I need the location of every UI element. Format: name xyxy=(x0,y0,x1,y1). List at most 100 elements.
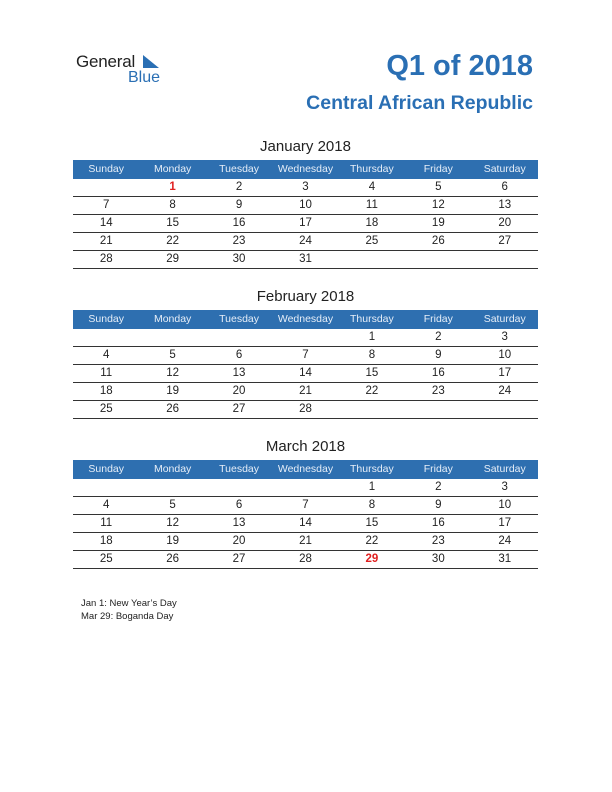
day-cell xyxy=(339,251,405,268)
week-row: 28 29 30 31 xyxy=(73,251,538,269)
day-cell: 19 xyxy=(431,217,445,229)
weekday-label: Friday xyxy=(423,313,453,325)
weekday-label: Saturday xyxy=(483,313,526,325)
day-cell: 18 xyxy=(99,535,113,547)
logo-triangle-icon xyxy=(143,55,159,68)
page-subtitle: Central African Republic xyxy=(306,92,533,114)
day-cell: 15 xyxy=(365,367,379,379)
weekday-label: Thursday xyxy=(350,163,394,175)
weekday-header: Sunday Monday Tuesday Wednesday Thursday Frid… xyxy=(73,160,538,179)
day-cell: 31 xyxy=(498,553,512,565)
day-cell: 2 xyxy=(435,481,442,493)
day-cell xyxy=(472,401,538,418)
day-cell: 12 xyxy=(166,367,180,379)
day-cell: 9 xyxy=(435,499,442,511)
day-cell xyxy=(73,479,139,496)
day-cell: 11 xyxy=(100,367,113,379)
month-calendar-march: March 2018 Sunday Monday Tuesday Wednesday Th… xyxy=(73,438,538,569)
day-cell: 16 xyxy=(232,217,246,229)
week-row: 4 5 6 7 8 9 10 xyxy=(73,347,538,365)
day-cell: 26 xyxy=(166,553,180,565)
holiday-notes: Jan 1: New Year’s Day Mar 29: Boganda Da… xyxy=(81,597,177,623)
day-cell: 15 xyxy=(365,517,379,529)
day-cell: 20 xyxy=(232,385,246,397)
day-cell: 10 xyxy=(498,499,512,511)
day-cell: 10 xyxy=(498,349,512,361)
week-row: 1 2 3 xyxy=(73,479,538,497)
week-row: 7 8 9 10 11 12 13 xyxy=(73,197,538,215)
day-cell: 12 xyxy=(166,517,180,529)
weekday-label: Sunday xyxy=(88,163,125,175)
day-cell: 22 xyxy=(365,385,379,397)
day-cell: 20 xyxy=(232,535,246,547)
day-cell: 17 xyxy=(498,367,512,379)
day-cell: 13 xyxy=(232,517,246,529)
day-cell: 7 xyxy=(103,199,110,211)
weekday-label: Friday xyxy=(423,163,453,175)
day-cell: 6 xyxy=(501,181,508,193)
day-cell xyxy=(472,251,538,268)
day-cell: 25 xyxy=(365,235,379,247)
day-cell: 11 xyxy=(100,517,113,529)
day-cell: 20 xyxy=(498,217,512,229)
month-title: February 2018 xyxy=(256,288,355,305)
day-cell: 25 xyxy=(99,403,113,415)
day-cell: 10 xyxy=(299,199,312,211)
day-cell: 1 xyxy=(368,481,376,493)
weekday-header: Sunday Monday Tuesday Wednesday Thursday Frid… xyxy=(73,310,538,329)
weekday-label: Monday xyxy=(153,163,192,175)
day-cell: 21 xyxy=(299,385,312,397)
day-cell: 27 xyxy=(232,403,246,415)
day-cell: 23 xyxy=(431,385,445,397)
day-cell: 15 xyxy=(166,217,180,229)
week-row: 1 2 3 4 5 6 xyxy=(73,179,538,197)
day-cell: 30 xyxy=(232,253,246,265)
weekday-label: Thursday xyxy=(350,463,394,475)
day-cell: 11 xyxy=(365,199,378,211)
day-cell xyxy=(206,329,272,346)
day-cell: 27 xyxy=(498,235,512,247)
weekday-label: Wednesday xyxy=(277,463,334,475)
week-row: 25 26 27 28 29 30 31 xyxy=(73,551,538,569)
day-cell: 8 xyxy=(169,199,176,211)
weekday-label: Monday xyxy=(153,463,192,475)
day-cell: 2 xyxy=(235,181,243,193)
weekday-label: Saturday xyxy=(483,163,526,175)
day-cell: 22 xyxy=(166,235,180,247)
day-cell: 19 xyxy=(166,385,180,397)
day-cell: 13 xyxy=(498,199,512,211)
day-cell: 14 xyxy=(299,517,312,529)
day-cell: 21 xyxy=(99,235,113,247)
day-cell: 16 xyxy=(431,367,445,379)
day-cell: 19 xyxy=(166,535,180,547)
weekday-label: Sunday xyxy=(88,463,125,475)
holiday-note: Mar 29: Boganda Day xyxy=(81,611,174,622)
weekday-label: Friday xyxy=(423,463,453,475)
day-cell: 17 xyxy=(498,517,512,529)
day-cell: 3 xyxy=(302,181,309,193)
week-row: 11 12 13 14 15 16 17 xyxy=(73,515,538,533)
day-cell xyxy=(405,401,471,418)
day-cell: 3 xyxy=(501,481,508,493)
day-cell: 31 xyxy=(299,253,312,265)
day-cell: 1 xyxy=(169,181,176,193)
day-cell: 24 xyxy=(498,385,512,397)
day-cell: 5 xyxy=(169,499,176,511)
day-cell: 3 xyxy=(501,331,508,343)
day-cell: 27 xyxy=(232,553,246,565)
day-cell: 28 xyxy=(299,403,312,415)
day-cell: 8 xyxy=(368,349,376,361)
day-cell xyxy=(139,329,205,346)
day-cell: 18 xyxy=(99,385,113,397)
day-cell: 30 xyxy=(431,553,445,565)
day-cell: 29 xyxy=(365,553,379,565)
month-title: January 2018 xyxy=(260,138,351,155)
day-cell: 7 xyxy=(302,349,309,361)
day-cell: 18 xyxy=(365,217,379,229)
week-row: 25 26 27 28 xyxy=(73,401,538,419)
day-cell xyxy=(73,329,139,346)
day-cell: 16 xyxy=(431,517,445,529)
day-cell xyxy=(206,479,272,496)
day-cell: 12 xyxy=(431,199,445,211)
day-cell xyxy=(272,329,338,346)
